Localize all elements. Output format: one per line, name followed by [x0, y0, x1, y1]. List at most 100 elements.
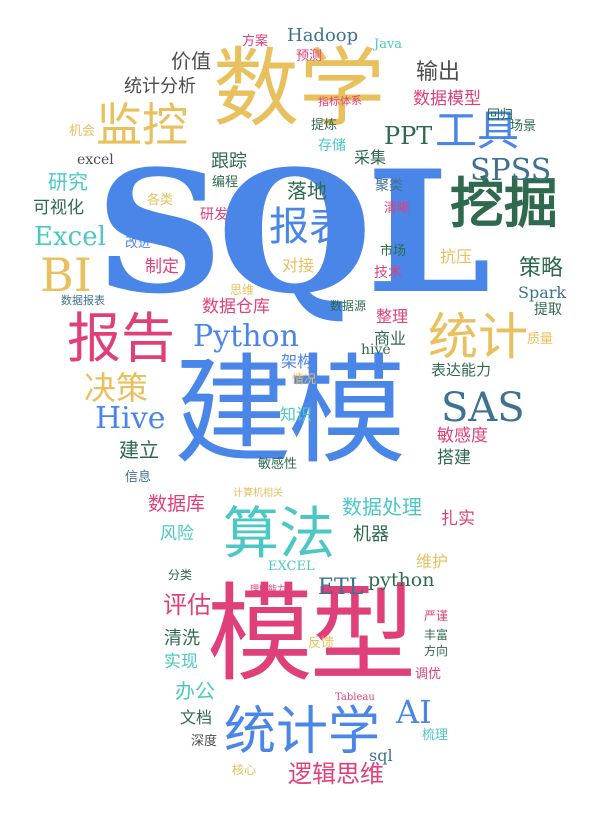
word-zhiding: 制定	[145, 257, 179, 277]
word-yanfa: 研发	[200, 207, 228, 223]
word-shuchu: 输出	[416, 60, 461, 85]
word-lijienengli: 理解能力	[250, 585, 287, 595]
word-zhengli: 整理	[376, 307, 409, 326]
word-jiqi: 机器	[353, 524, 389, 545]
word-yuce: 预测	[296, 49, 323, 64]
word-weihu: 维护	[416, 552, 449, 571]
word-sql-low: sql	[369, 746, 393, 765]
word-siwei: 思维	[230, 283, 255, 297]
word-bangong: 办公	[175, 679, 215, 703]
word-baogao: 报告	[67, 307, 175, 370]
word-shujuyuan: 数据源	[330, 299, 367, 313]
word-tiaoyou: 调优	[415, 667, 442, 682]
word-shendu: 深度	[191, 734, 218, 749]
word-shujuchuli: 数据处理	[342, 495, 422, 519]
word-fenlei: 分类	[168, 568, 193, 582]
word-jiagou: 架构	[281, 352, 314, 371]
word-yanjiu: 研究	[48, 170, 88, 194]
word-zhibiaotixi: 指标体系	[317, 94, 363, 109]
word-bi: BI	[40, 248, 92, 302]
word-excel-cap: Excel	[34, 222, 106, 252]
word-fengxian: 风险	[160, 524, 194, 544]
word-hadoop: Hadoop	[287, 25, 359, 46]
word-mingandu: 敏感度	[437, 426, 488, 446]
word-gelei: 各类	[147, 193, 174, 208]
word-gaijin: 改进	[125, 236, 152, 251]
word-shangye: 商业	[374, 329, 407, 348]
word-fangan: 方案	[242, 34, 269, 49]
word-java: Java	[374, 37, 403, 52]
word-xinxi: 信息	[125, 470, 152, 485]
word-ai: AI	[396, 693, 432, 731]
word-fengfu: 丰富	[424, 628, 449, 642]
word-python-low: python	[368, 569, 435, 591]
word-minganxing: 敏感性	[258, 457, 298, 472]
word-changjing: 场景	[510, 119, 537, 134]
word-jianli: 建立	[119, 438, 159, 462]
word-tongjixue: 统计学	[224, 702, 381, 762]
word-excel-up: EXCEL	[268, 559, 315, 574]
word-jihui: 机会	[69, 124, 96, 139]
word-julei: 聚类	[375, 178, 403, 194]
word-spark: Spark	[518, 283, 567, 302]
word-shujubaobiao: 数据报表	[61, 294, 105, 307]
word-shuli: 梳理	[422, 728, 449, 743]
word-celve: 策略	[519, 256, 564, 281]
word-biaodanengli: 表达能力	[431, 361, 492, 379]
word-hive-cap: Hive	[95, 401, 166, 436]
word-tilian: 提炼	[311, 118, 338, 133]
word-dajian: 搭建	[437, 448, 471, 468]
word-biancheng: 编程	[212, 175, 239, 190]
word-caiji: 采集	[354, 148, 387, 167]
word-qingkuang: 情况	[292, 372, 317, 386]
word-jianmo: 建模	[174, 342, 406, 480]
word-tongjifenxi: 统计分析	[124, 76, 196, 97]
word-wendang: 文档	[180, 708, 213, 727]
word-genzong: 跟踪	[211, 151, 247, 172]
word-shixian: 实现	[164, 652, 198, 672]
word-shichang: 市场	[380, 244, 407, 259]
word-excel-low: excel	[77, 152, 114, 168]
word-jiankong: 监控	[96, 98, 188, 152]
word-shujumoxing: 数据模型	[413, 89, 481, 109]
word-luodi: 落地	[287, 179, 327, 203]
word-shuxue: 数学	[213, 39, 385, 139]
word-shujuku: 数据库	[148, 493, 206, 515]
word-ppt: PPT	[384, 122, 433, 150]
word-hexin: 核心	[232, 763, 257, 777]
word-juece: 决策	[84, 369, 149, 407]
word-suanfa: 算法	[223, 502, 335, 567]
word-luojisiwei: 逻辑思维	[288, 760, 384, 788]
word-cunchu: 存储	[318, 138, 346, 154]
word-fangxiang: 方向	[424, 644, 449, 658]
word-python-cap: Python	[193, 319, 299, 354]
word-hive-low: hive	[361, 342, 391, 358]
word-zhashi: 扎实	[441, 509, 475, 529]
word-jishu: 技术	[374, 265, 402, 281]
word-zhiliang: 质量	[527, 332, 554, 347]
word-sql: SQL	[95, 133, 491, 331]
word-wajue: 挖掘	[450, 171, 558, 235]
word-fankui: 反馈	[308, 636, 335, 651]
word-sas: SAS	[441, 385, 525, 431]
word-jisuanji: 计算机相关	[233, 488, 283, 499]
word-qingxi: 清洗	[164, 628, 200, 649]
word-etl: ETL	[318, 575, 364, 600]
word-shujucangku: 数据仓库	[202, 297, 270, 317]
word-kangya: 抗压	[440, 247, 473, 266]
word-tableau: Tableau	[335, 692, 375, 703]
word-keshihua: 可视化	[33, 198, 84, 218]
word-duijie: 对接	[282, 256, 315, 275]
word-huigui: 回归	[487, 108, 514, 123]
word-tongji: 统计	[428, 308, 528, 366]
word-moxing: 模型	[207, 573, 416, 696]
word-zhishi: 知识	[280, 405, 313, 424]
word-pinggu: 评估	[163, 591, 211, 619]
word-tiqu: 提取	[534, 302, 562, 318]
word-baobiao: 报表	[269, 204, 349, 250]
word-jiazhi: 价值	[171, 49, 211, 73]
word-gongju: 工具	[435, 106, 520, 155]
word-yanjin: 严谨	[424, 609, 449, 623]
word-qingxi-pink: 清晰	[384, 201, 411, 216]
